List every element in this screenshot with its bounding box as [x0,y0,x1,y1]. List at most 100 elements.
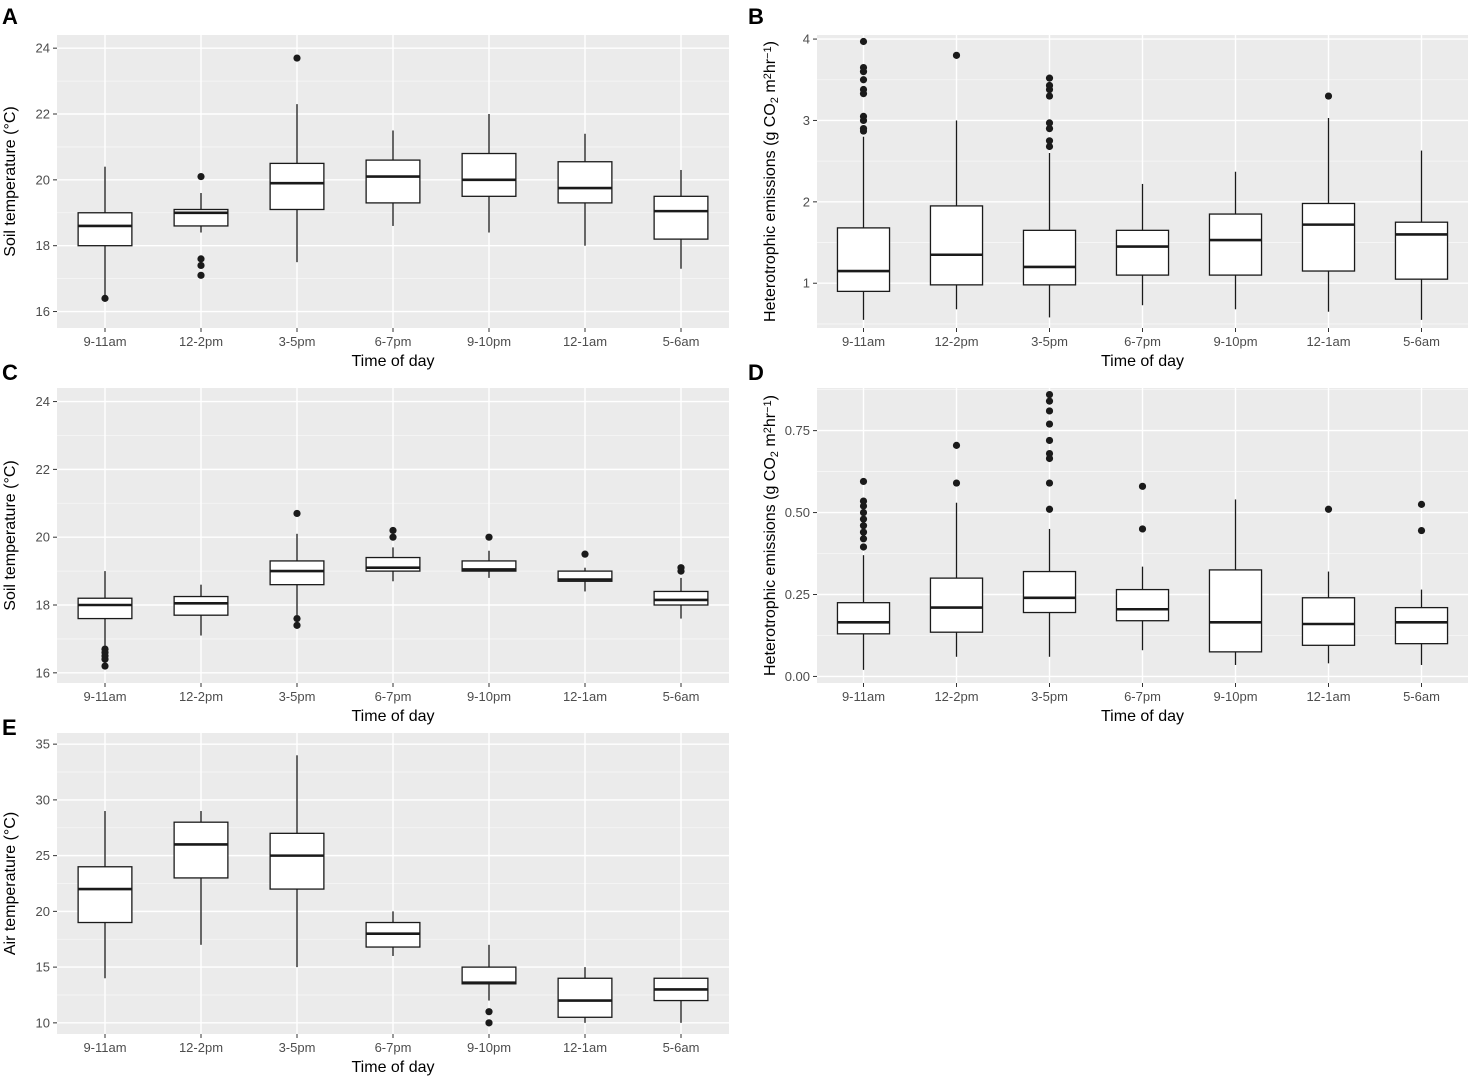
box-3-5pm [1022,390,1077,657]
y-axis-title: Heterotrophic emissions (g CO2 m2hr−1) [762,41,781,322]
box-5-6am [653,564,709,619]
outlier-point [1045,142,1054,151]
outlier-point [952,441,961,449]
x-tick-label: 6-7pm [375,1040,412,1055]
box-iqr [1208,569,1263,653]
outlier-point [952,51,961,59]
y-tick-label: 20 [36,904,50,919]
outlier-point [1138,482,1147,490]
y-tick-label: 18 [36,598,50,613]
outlier-point [1324,505,1333,513]
y-tick-label: 15 [36,960,50,975]
y-axis-title: Air temperature (°C) [2,812,19,955]
box-3-5pm [269,54,325,263]
box-iqr [1394,221,1449,280]
x-axis-title: Time of day [1101,353,1184,370]
x-tick-label: 12-2pm [934,334,978,349]
x-tick-label: 9-10pm [467,689,511,704]
box-5-6am [1394,500,1449,665]
ylabel-superscript: −1 [762,46,774,59]
ylabel-superscript: 2 [762,73,774,79]
box-iqr [77,212,133,247]
outlier-point [859,477,868,486]
panel-letter: B [748,4,764,29]
box-6-7pm [1115,482,1170,651]
ylabel-text: Heterotrophic emissions (g CO [762,457,779,676]
box-12-2pm [929,441,984,657]
box-9-10pm [1208,499,1263,665]
x-tick-label: 5-6am [663,334,700,349]
box-5-6am [653,977,709,1023]
outlier-point [485,533,493,541]
outlier-point [1417,526,1426,535]
outlier-point [859,522,868,530]
outlier-point [101,655,109,663]
box-9-11am [77,811,133,979]
box-12-1am [1301,505,1356,664]
outlier-point [952,479,961,487]
box-iqr [173,821,229,879]
box-9-11am [77,166,133,302]
outlier-point [197,172,205,181]
ylabel-superscript: 2 [762,427,774,433]
box-12-1am [1301,92,1356,312]
box-12-2pm [173,584,229,636]
box-6-7pm [365,130,421,226]
outlier-point [485,1019,493,1027]
x-tick-label: 12-2pm [934,689,978,704]
outlier-point [197,261,205,270]
box-iqr [1301,202,1356,272]
x-tick-label: 12-2pm [179,1040,223,1055]
x-tick-label: 9-10pm [467,334,511,349]
y-tick-label: 22 [36,462,50,477]
outlier-point [485,1008,493,1016]
ylabel-text: hr [762,58,779,73]
x-axis-title: Time of day [1101,708,1184,725]
ylabel-text: ) [762,395,779,400]
box-iqr [929,205,984,286]
box-6-7pm [365,526,421,582]
box-iqr [836,602,891,635]
box-12-1am [557,967,613,1023]
x-axis-title: Time of day [352,353,435,370]
x-tick-label: 5-6am [663,1040,700,1055]
x-tick-label: 9-11am [83,1040,126,1055]
outlier-point [1138,525,1147,533]
outlier-point [1324,92,1333,100]
outlier-point [1045,436,1054,445]
x-tick-label: 12-1am [563,689,607,704]
box-iqr [653,195,709,240]
x-axis-title: Time of day [352,1059,435,1076]
box-3-5pm [1022,74,1077,318]
y-tick-label: 10 [36,1015,50,1030]
ylabel-text: Heterotrophic emissions (g CO [762,103,779,322]
x-tick-label: 9-10pm [1213,689,1257,704]
box-iqr [461,560,517,572]
outlier-point [859,90,868,98]
outlier-point [293,509,301,518]
y-tick-label: 18 [36,238,50,253]
box-iqr [461,152,517,197]
box-iqr [1301,597,1356,646]
box-5-6am [1394,150,1449,320]
box-iqr [557,161,613,204]
outlier-point [1045,119,1054,127]
panel-B: 1 2 3 4 9-11am 12-2pm 3-5pm 6-7pm 9-10pm 12-1am 5-… [748,4,1468,370]
y-tick-label: 16 [36,304,50,319]
x-tick-label: 9-11am [83,689,126,704]
y-tick-label: 1 [803,276,810,291]
y-tick-label: 30 [36,792,50,807]
outlier-point [1045,479,1054,487]
outlier-point [1045,390,1054,399]
box-iqr [173,595,229,616]
x-tick-label: 12-1am [1306,689,1350,704]
box-iqr [557,570,613,582]
ylabel-subscript: 2 [769,451,781,457]
outlier-point [1045,74,1054,82]
box-iqr [1022,570,1077,614]
outlier-point [101,662,109,670]
ylabel-text: m [762,433,779,451]
x-tick-label: 9-11am [83,334,126,349]
panel-letter: D [748,360,764,385]
box-12-2pm [173,811,229,945]
